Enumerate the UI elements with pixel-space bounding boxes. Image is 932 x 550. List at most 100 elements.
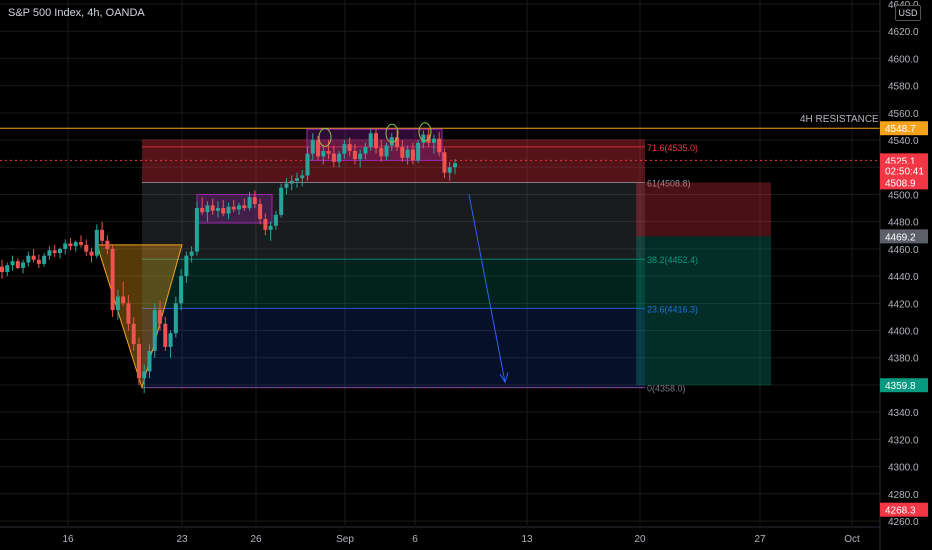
candle-body xyxy=(410,149,415,161)
candle-body xyxy=(136,344,141,379)
candle-body xyxy=(5,265,10,273)
candle-body xyxy=(294,178,299,181)
price-tag xyxy=(880,163,928,178)
candle-body xyxy=(105,240,110,249)
candle-body xyxy=(247,197,252,209)
candle-body xyxy=(121,296,126,304)
candle-body xyxy=(405,149,410,158)
price-tag xyxy=(880,378,928,393)
candle-body xyxy=(279,187,284,215)
price-tag-label: 4525.1 xyxy=(885,156,916,167)
candle-body xyxy=(389,137,394,146)
candle-body xyxy=(147,350,152,372)
candle-body xyxy=(316,140,321,157)
candle-body xyxy=(42,255,47,264)
time-tick-label: 16 xyxy=(62,534,74,545)
candle-body xyxy=(94,229,99,256)
fib-zone xyxy=(142,308,645,388)
price-tick-label: 4340.0 xyxy=(888,408,919,419)
candle-body xyxy=(305,153,310,176)
candle-body xyxy=(242,205,247,209)
candle-body xyxy=(79,242,84,245)
top-marker-ellipse xyxy=(418,122,432,142)
candle-body xyxy=(115,296,120,311)
candle-body xyxy=(152,310,157,351)
candle-body xyxy=(379,148,384,157)
candle-body xyxy=(15,261,20,268)
price-tick-label: 4540.0 xyxy=(888,136,919,147)
price-tick-label: 4440.0 xyxy=(888,272,919,283)
target-zone xyxy=(636,236,771,386)
candle-body xyxy=(453,163,457,168)
fib-level-label: 23.6(4416.3) xyxy=(647,304,698,314)
price-tag-label: 4359.8 xyxy=(885,381,916,392)
candle-body xyxy=(331,153,336,162)
time-tick-label: 6 xyxy=(412,534,418,545)
candle-body xyxy=(226,206,231,214)
candle-body xyxy=(21,262,26,268)
candle-body xyxy=(252,197,257,204)
candle-body xyxy=(215,208,220,211)
candle-body xyxy=(210,205,215,211)
candle-body xyxy=(326,150,331,154)
candle-body xyxy=(194,208,199,252)
price-tick-label: 4620.0 xyxy=(888,27,919,38)
time-tick-label: Oct xyxy=(844,534,860,545)
price-tag xyxy=(880,229,928,244)
candle-body xyxy=(263,218,268,230)
fib-zone xyxy=(142,259,645,309)
candle-body xyxy=(0,266,4,273)
price-tag xyxy=(880,502,928,517)
time-tick-label: 13 xyxy=(521,534,533,545)
candle-body xyxy=(68,243,73,247)
price-tag xyxy=(880,175,928,190)
candle-body xyxy=(184,255,189,277)
candle-body xyxy=(84,244,89,252)
price-tag-label: 4268.3 xyxy=(885,506,916,517)
fib-level-label: 0(4358.0) xyxy=(647,384,686,394)
stop-zone xyxy=(636,182,771,237)
target-arrow-head xyxy=(499,372,509,384)
candle-body xyxy=(300,175,305,179)
fib-level-label: 61(4508.8) xyxy=(647,179,691,189)
candle-body xyxy=(442,152,447,173)
candle-body xyxy=(189,251,194,256)
price-tag-label: 02:50:41 xyxy=(885,167,924,178)
candle-body xyxy=(273,214,278,226)
fib-zone xyxy=(142,182,645,260)
price-tick-label: 4380.0 xyxy=(888,354,919,365)
price-tick-label: 4600.0 xyxy=(888,54,919,65)
candle-body xyxy=(168,333,173,347)
price-tick-label: 4500.0 xyxy=(888,190,919,201)
candle-body xyxy=(289,180,294,184)
price-tick-label: 4400.0 xyxy=(888,327,919,338)
candle-body xyxy=(57,248,62,253)
candle-body xyxy=(237,205,242,210)
candle-body xyxy=(131,323,136,345)
price-tag xyxy=(880,121,928,136)
candle-body xyxy=(63,243,68,249)
candle-body xyxy=(31,255,36,260)
candle-body xyxy=(110,248,115,311)
candle-body xyxy=(47,250,52,256)
candle-body xyxy=(100,229,105,241)
time-tick-label: 27 xyxy=(754,534,766,545)
candle-body xyxy=(368,133,373,147)
candle-body xyxy=(437,138,442,153)
chart-title: S&P 500 Index, 4h, OANDA xyxy=(8,7,145,19)
candle-body xyxy=(179,276,184,304)
candle-body xyxy=(384,145,389,157)
price-tick-label: 4280.0 xyxy=(888,490,919,501)
candle-body xyxy=(205,205,210,213)
price-tick-label: 4420.0 xyxy=(888,299,919,310)
candle-body xyxy=(89,251,94,256)
candle-body xyxy=(268,225,273,230)
candle-body xyxy=(421,134,426,143)
candle-body xyxy=(358,153,363,160)
price-tick-label: 4320.0 xyxy=(888,435,919,446)
candle-body xyxy=(163,323,168,347)
candle-body xyxy=(26,255,31,263)
candle-body xyxy=(416,142,421,161)
currency-button[interactable]: USD xyxy=(895,5,921,21)
